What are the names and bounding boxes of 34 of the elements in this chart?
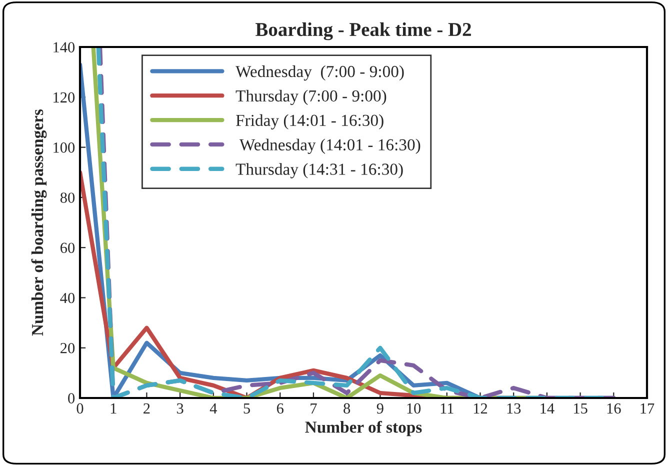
legend-label: Wednesday (7:00 - 9:00) [236, 65, 404, 81]
x-tick-label: 17 [640, 403, 654, 414]
y-tick-label: 120 [54, 92, 75, 103]
y-tick-label: 20 [60, 343, 75, 354]
y-tick-label: 60 [60, 242, 75, 254]
x-tick-label: 9 [376, 403, 384, 414]
y-axis-title: Number of boarding passengers [31, 109, 47, 336]
y-tick-label: 100 [54, 142, 75, 153]
legend-label: Thursday (14:31 - 16:30) [236, 163, 403, 178]
x-tick-label: 1 [110, 403, 116, 414]
x-tick-label: 11 [440, 403, 454, 414]
x-tick-label: 14 [540, 403, 554, 414]
x-tick-label: 15 [574, 403, 588, 414]
x-tick-label: 8 [344, 403, 350, 414]
x-tick-label: 4 [210, 403, 217, 414]
x-tick-label: 3 [176, 403, 184, 414]
x-tick-label: 16 [607, 403, 621, 414]
x-tick-label: 13 [507, 403, 521, 414]
x-tick-label: 5 [244, 403, 250, 414]
legend-label: Friday (14:01 - 16:30) [236, 114, 384, 130]
y-tick-label: 80 [60, 192, 75, 203]
chart-title: Boarding - Peak time - D2 [256, 22, 471, 40]
legend-label: Wednesday (14:01 - 16:30) [239, 138, 420, 154]
x-tick-label: 10 [407, 403, 421, 414]
x-tick-label: 0 [76, 403, 84, 414]
x-tick-label: 6 [276, 403, 284, 414]
legend-label: Thursday (7:00 - 9:00) [236, 90, 386, 106]
x-tick-label: 7 [310, 403, 317, 414]
y-tick-label: 0 [68, 393, 75, 404]
y-tick-label: 40 [60, 292, 75, 304]
x-axis-title: Number of stops [305, 420, 422, 436]
x-tick-label: 2 [144, 403, 150, 414]
y-tick-label: 140 [54, 42, 75, 52]
x-tick-label: 12 [474, 403, 488, 414]
